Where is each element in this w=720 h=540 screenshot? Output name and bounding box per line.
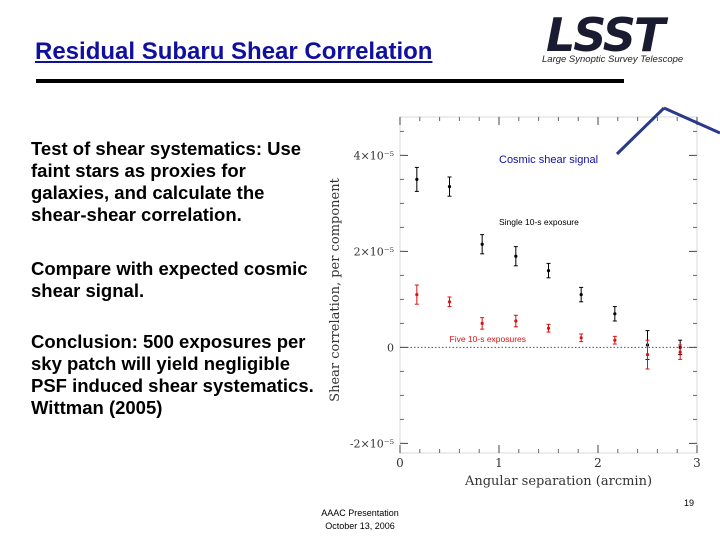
y-tick-label: -2×10⁻⁵ (350, 437, 394, 450)
data-point (613, 312, 617, 316)
y-tick-label: 2×10⁻⁵ (354, 245, 394, 258)
footer-presentation: AAAC Presentation (321, 508, 399, 518)
slide-title: Residual Subaru Shear Correlation (35, 38, 433, 65)
x-tick-label: 2 (594, 456, 602, 470)
data-point (546, 269, 551, 273)
x-axis-label: Angular separation (arcmin) (464, 474, 652, 489)
data-point (579, 336, 583, 340)
x-tick-label: 3 (693, 456, 701, 470)
lsst-logo: LSST Large Synoptic Survey Telescope (536, 8, 706, 70)
x-tick-label: 1 (495, 456, 503, 470)
series-label-single: Single 10-s exposure (499, 217, 579, 227)
data-point (480, 321, 484, 325)
paragraph-shear-test: Test of shear systematics: Use faint sta… (31, 138, 302, 225)
title-underline-rule (36, 79, 624, 83)
paragraph-compare: Compare with expected cosmic shear signa… (31, 258, 308, 301)
data-point (514, 319, 518, 323)
data-point (546, 326, 551, 330)
page-number: 19 (684, 498, 695, 508)
data-point (415, 293, 419, 297)
data-point (480, 242, 484, 246)
arrow-line-tail (663, 106, 720, 135)
data-point (447, 300, 452, 304)
data-point (579, 293, 583, 297)
data-point (613, 338, 617, 342)
x-tick-label: 0 (396, 456, 404, 470)
y-tick-label: 0 (387, 341, 394, 354)
series-label-five: Five 10-s exposures (450, 334, 527, 344)
data-point (415, 177, 419, 181)
data-point (447, 185, 452, 189)
paragraph-conclusion: Conclusion: 500 exposures per sky patch … (31, 331, 314, 418)
footer: AAAC Presentation October 13, 2006 (300, 507, 420, 533)
data-point (678, 350, 682, 354)
arrow-line (615, 106, 666, 156)
cosmic-shear-annotation: Cosmic shear signal (499, 154, 598, 166)
logo-wordmark: LSST (546, 8, 665, 62)
data-point (514, 254, 518, 258)
y-axis-label: Shear correlation, per component (328, 177, 343, 401)
plot-frame (399, 116, 698, 454)
footer-date: October 13, 2006 (325, 521, 395, 531)
y-tick-label: 4×10⁻⁵ (354, 149, 394, 162)
data-point (645, 353, 650, 357)
logo-subtitle: Large Synoptic Survey Telescope (542, 54, 684, 65)
